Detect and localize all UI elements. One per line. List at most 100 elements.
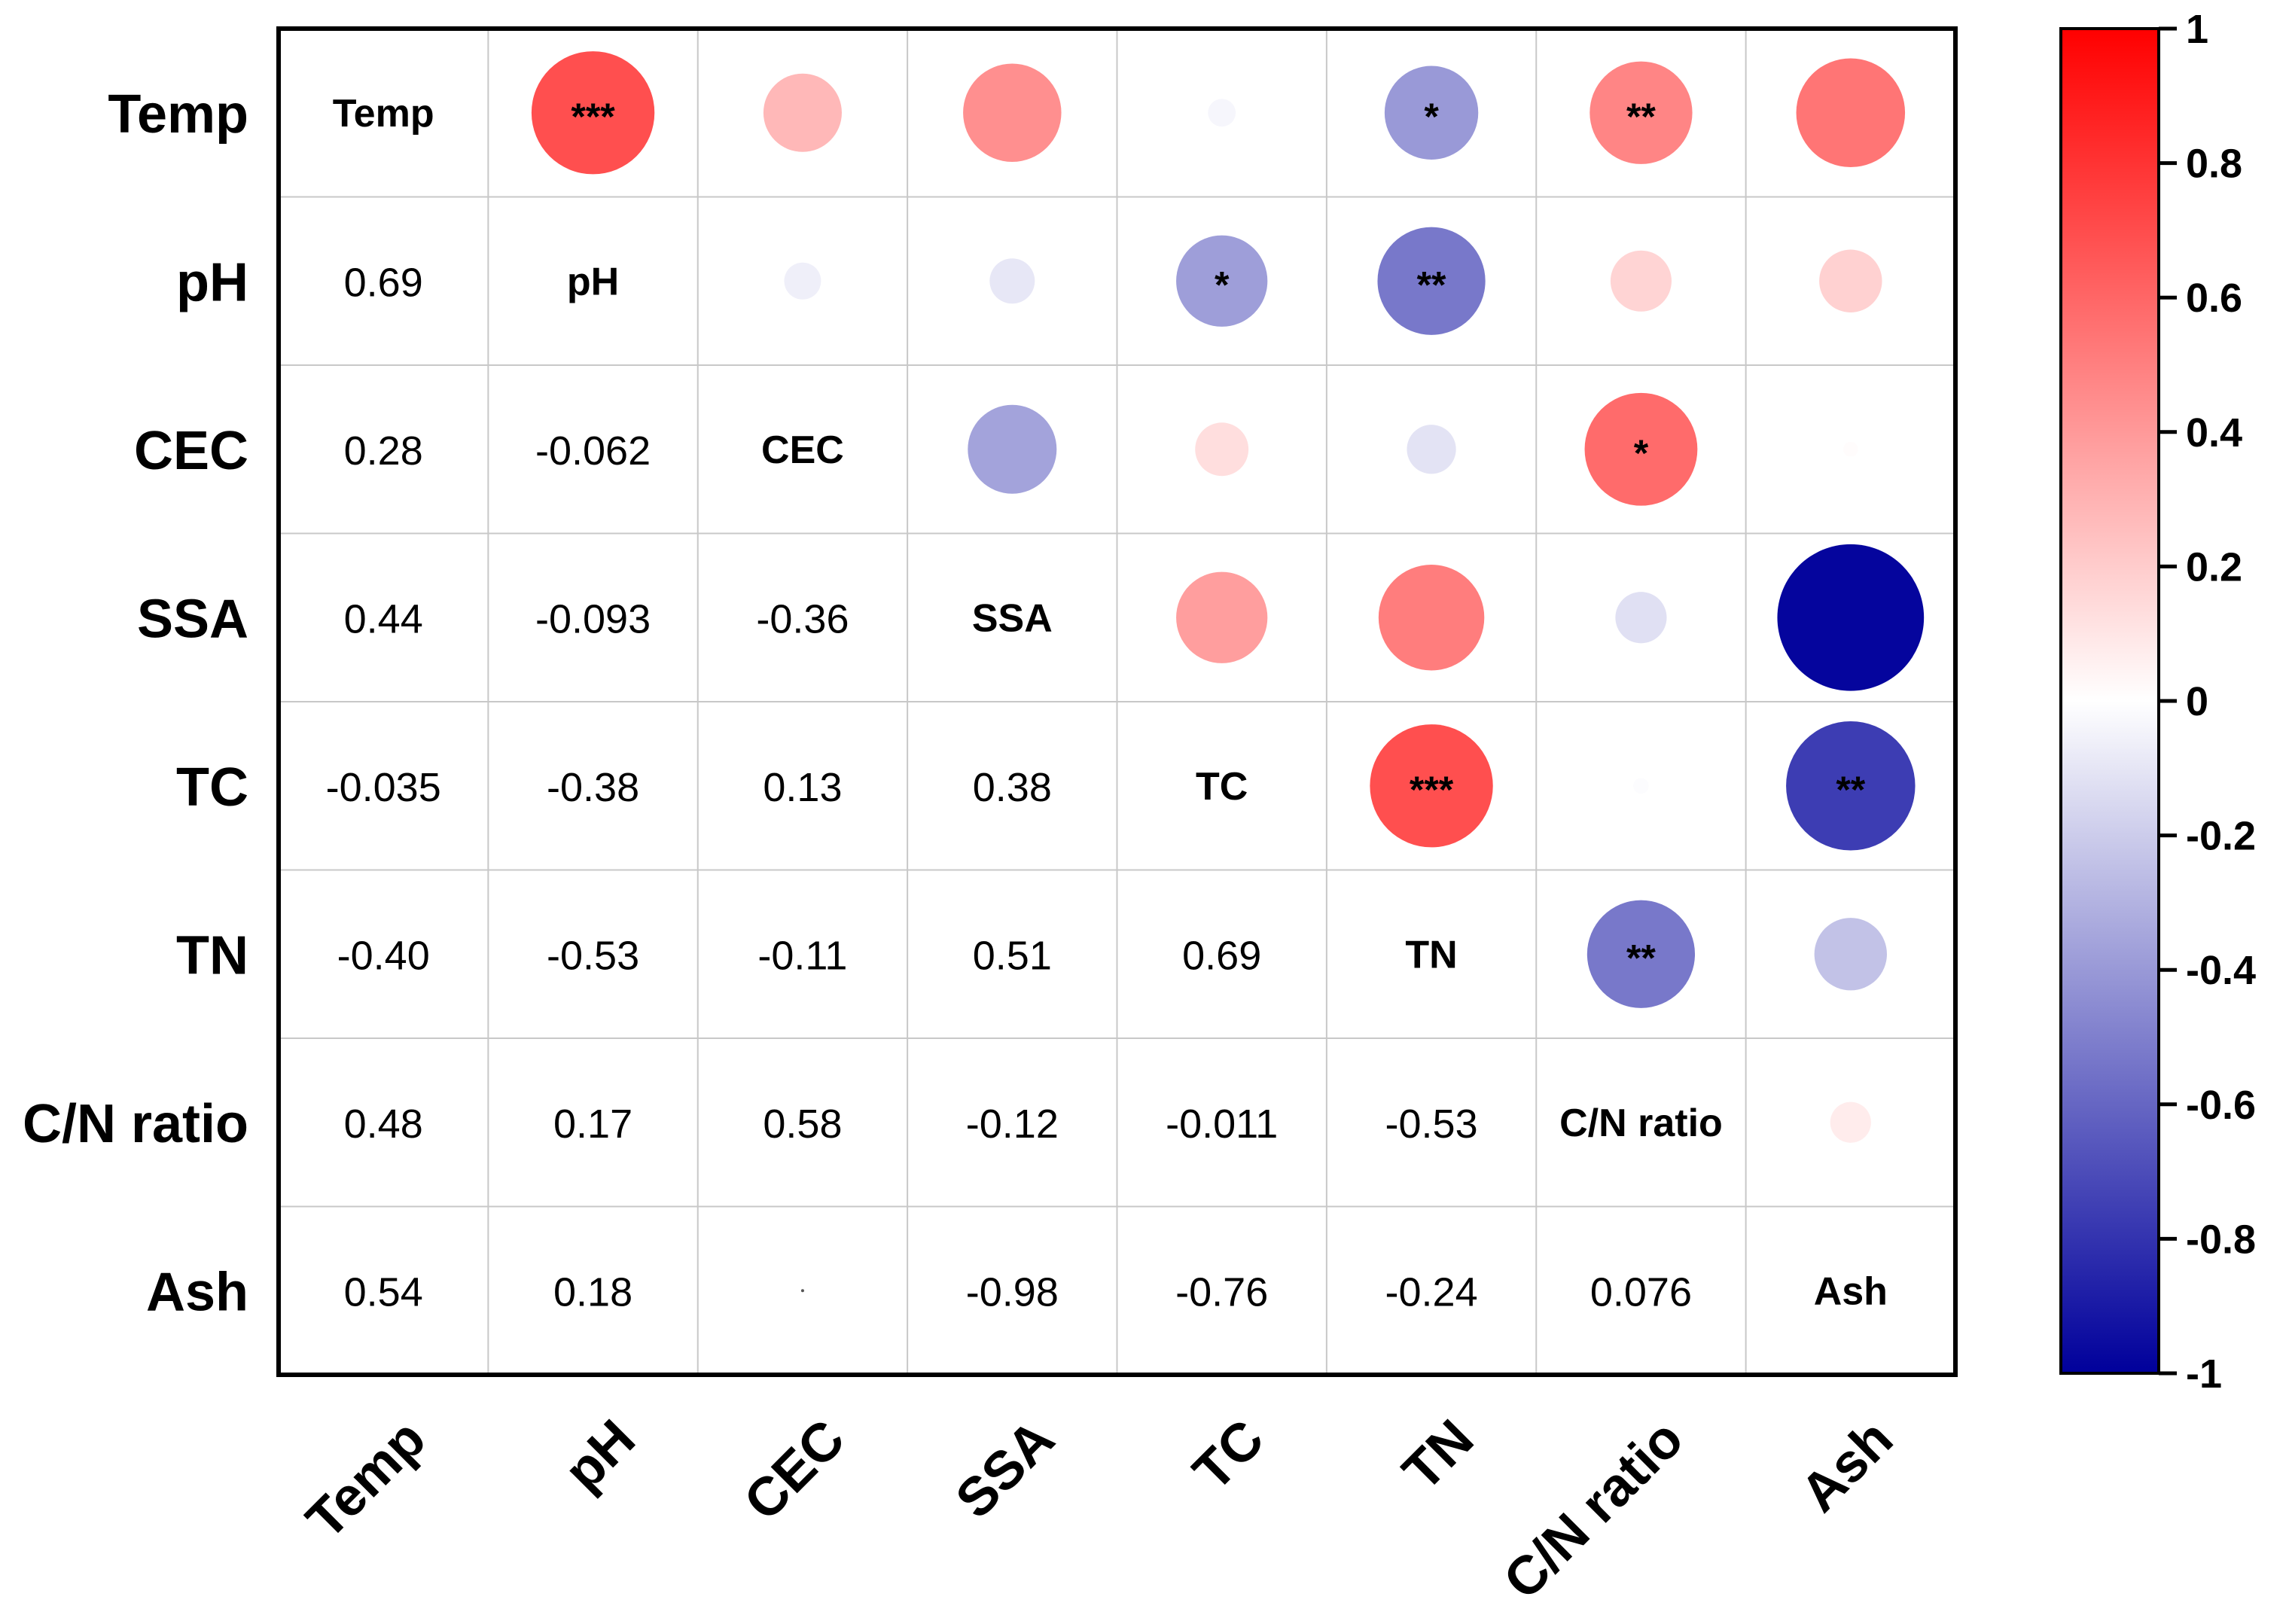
colorbar-gradient [2059, 27, 2160, 1375]
diagonal-label-c-n-ratio: C/N ratio [1559, 1101, 1723, 1145]
corr-circle-ph-cec [784, 262, 821, 300]
corr-value-ssa-temp: 0.44 [344, 596, 423, 641]
corr-circle-cec-tn [1407, 425, 1456, 474]
colorbar-tick-label: -0.6 [2186, 1083, 2256, 1128]
significance-stars-temp-tn: * [1424, 96, 1439, 138]
corr-circle-cec-c-n-ratio [1584, 392, 1698, 506]
colorbar-tick-label: 0.6 [2186, 276, 2242, 321]
corr-circle-ph-tn [1377, 227, 1486, 335]
colorbar-tick-label: 0.4 [2186, 410, 2242, 456]
y-axis-label-tn: TN [176, 925, 248, 986]
significance-stars-tc-ash: ** [1836, 769, 1865, 811]
diagonal-label-ash: Ash [1814, 1269, 1888, 1313]
colorbar-tick-label: -0.4 [2186, 948, 2256, 993]
corr-circle-ph-ash [1819, 249, 1882, 312]
circle-layer [531, 51, 1925, 1293]
y-axis-label-ash: Ash [146, 1262, 248, 1322]
corr-value-tn-tc: 0.69 [1182, 933, 1261, 978]
corr-circle-temp-c-n-ratio [1589, 61, 1693, 164]
corr-circle-temp-ssa [963, 63, 1062, 162]
corr-circle-temp-cec [763, 73, 842, 152]
corr-value-ash-ph: 0.18 [553, 1269, 632, 1315]
grid-layer [276, 26, 1958, 1377]
corr-circle-cec-ssa [968, 404, 1057, 494]
corr-value-ash-ssa: -0.98 [966, 1269, 1059, 1315]
colorbar-tick-label: 1 [2186, 7, 2208, 52]
significance-stars-ph-tn: ** [1417, 264, 1446, 306]
corr-value-ash-temp: 0.54 [344, 1269, 423, 1315]
y-axis-label-c-n-ratio: C/N ratio [23, 1094, 248, 1154]
corr-value-tc-temp: -0.035 [326, 765, 441, 810]
corr-circle-ssa-ash [1777, 544, 1925, 691]
corr-circle-c-n-ratio-ash [1830, 1101, 1871, 1143]
significance-stars-tc-tn: *** [1410, 769, 1454, 811]
corr-circle-tc-c-n-ratio [1633, 778, 1649, 794]
colorbar: 1 0.8 0.6 0.4 0.2 0 -0.2 -0.4 -0.6 -0.8 -1 [2059, 7, 2256, 1397]
diagonal-label-temp: Temp [333, 92, 434, 136]
corr-value-tn-ph: -0.53 [547, 933, 639, 978]
y-axis-label-temp: Temp [108, 84, 248, 145]
x-axis-label-tc: TC [1182, 1409, 1276, 1502]
corr-circle-ph-ssa [989, 258, 1035, 304]
corr-value-tn-cec: -0.11 [757, 933, 847, 978]
significance-stars-temp-ph: *** [571, 96, 615, 138]
corr-value-tc-cec: 0.13 [763, 765, 842, 810]
corr-value-cec-temp: 0.28 [344, 428, 423, 474]
corr-circle-tn-c-n-ratio [1586, 900, 1696, 1008]
corr-value-c-n-ratio-tn: -0.53 [1385, 1101, 1478, 1147]
corr-circle-temp-ash [1796, 58, 1906, 168]
corr-circle-ssa-c-n-ratio [1615, 592, 1667, 644]
corr-value-c-n-ratio-ssa: -0.12 [966, 1101, 1059, 1147]
corr-value-tc-ssa: 0.38 [973, 765, 1052, 810]
corr-value-ash-c-n-ratio: 0.076 [1590, 1269, 1692, 1315]
corr-value-c-n-ratio-cec: 0.58 [763, 1101, 842, 1147]
text-layer: Temp *** * **0.69 pH * **0.28 -0.062 CEC *0.44 -0.… [326, 92, 1888, 1315]
x-axis-label-c-n-ratio: C/N ratio [1492, 1409, 1695, 1611]
colorbar-tick-label: 0 [2186, 679, 2208, 724]
x-axis-label-ash: Ash [1789, 1409, 1904, 1524]
colorbar-tick-label: 0.8 [2186, 142, 2242, 187]
diagonal-label-cec: CEC [761, 428, 844, 472]
diagonal-label-ssa: SSA [972, 596, 1053, 640]
corr-value-cec-ph: -0.062 [535, 428, 651, 474]
significance-stars-tn-c-n-ratio: ** [1626, 937, 1656, 979]
corr-value-tn-ssa: 0.51 [973, 933, 1052, 978]
colorbar-tick-label: 0.2 [2186, 544, 2242, 590]
plot-frame [276, 26, 1958, 1377]
y-axis-label-tc: TC [176, 757, 248, 818]
x-axis-label-temp: Temp [295, 1409, 437, 1551]
corr-value-c-n-ratio-ph: 0.17 [553, 1101, 632, 1147]
corr-circle-ph-tc [1176, 235, 1268, 327]
diagonal-label-ph: pH [567, 260, 619, 303]
corr-circle-cec-ash [1842, 441, 1858, 457]
y-axis-label-cec: CEC [134, 421, 248, 481]
significance-stars-ph-tc: * [1215, 264, 1230, 306]
x-axis-label-ssa: SSA [944, 1409, 1065, 1530]
corr-circle-tc-tn [1370, 724, 1493, 848]
corr-value-c-n-ratio-temp: 0.48 [344, 1101, 423, 1147]
corr-value-tn-temp: -0.40 [337, 933, 430, 978]
diagonal-label-tc: TC [1196, 765, 1248, 809]
corr-circle-ph-c-n-ratio [1610, 250, 1672, 312]
corr-circle-tn-ash [1814, 918, 1887, 991]
corr-value-ph-temp: 0.69 [344, 260, 423, 305]
colorbar-tick-label: -0.8 [2186, 1217, 2256, 1262]
corr-circle-cec-tc [1195, 422, 1249, 477]
diagonal-label-tn: TN [1405, 933, 1457, 977]
y-axis-label-ssa: SSA [137, 589, 248, 649]
corr-value-ash-tc: -0.76 [1175, 1269, 1268, 1315]
corr-value-ssa-ph: -0.093 [535, 596, 651, 641]
corr-circle-temp-tn [1384, 66, 1479, 160]
corr-dot-ash-cec [800, 1289, 804, 1293]
corr-circle-ssa-tn [1378, 565, 1485, 671]
significance-stars-temp-c-n-ratio: ** [1626, 96, 1656, 138]
x-axis-label-cec: CEC [733, 1409, 856, 1532]
corr-circle-tc-ash [1786, 721, 1916, 851]
corr-circle-temp-tc [1208, 99, 1236, 127]
colorbar-tick-label: -1 [2186, 1351, 2222, 1397]
colorbar-tick-label: -0.2 [2186, 814, 2256, 859]
corr-circle-temp-ph [531, 51, 655, 175]
corr-value-ash-tn: -0.24 [1385, 1269, 1478, 1315]
